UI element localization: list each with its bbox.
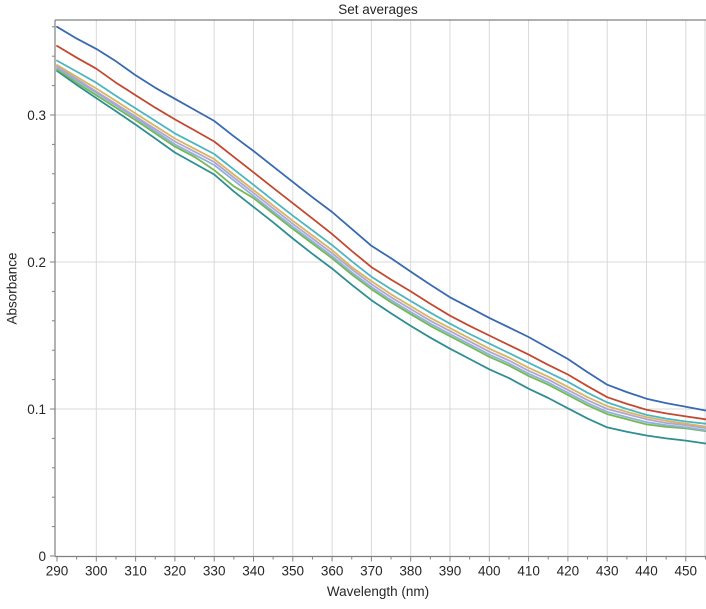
series-line-yellow [56,64,706,428]
x-tick-label: 380 [399,564,422,579]
x-tick-label: 320 [164,564,187,579]
series-line-red [56,45,706,421]
series-line-teal [56,70,706,445]
series-line-periwinkle [56,67,706,432]
series-line-lavender [56,65,706,430]
x-tick-label: 340 [242,564,265,579]
x-axis-title: Wavelength (nm) [326,584,430,599]
series-line-blue [56,25,706,412]
series-line-green [56,68,706,433]
series-line-cyan [56,59,706,425]
chart-title: Set averages [338,2,418,17]
x-tick-label: 450 [675,564,698,579]
y-tick-label: 0.3 [27,108,46,123]
y-tick-label: 0.1 [27,402,46,417]
x-tick-label: 350 [282,564,305,579]
y-tick-label: 0.2 [27,255,46,270]
x-tick-label: 430 [596,564,619,579]
x-tick-label: 290 [46,564,69,579]
x-tick-label: 310 [124,564,147,579]
y-tick-label: 0 [38,549,46,564]
x-tick-label: 360 [321,564,344,579]
x-tick-label: 330 [203,564,226,579]
x-tick-label: 370 [360,564,383,579]
x-tick-label: 400 [478,564,501,579]
x-tick-label: 410 [517,564,540,579]
x-tick-label: 390 [439,564,462,579]
x-tick-label: 420 [557,564,580,579]
x-tick-label: 440 [635,564,658,579]
x-tick-label: 300 [85,564,108,579]
